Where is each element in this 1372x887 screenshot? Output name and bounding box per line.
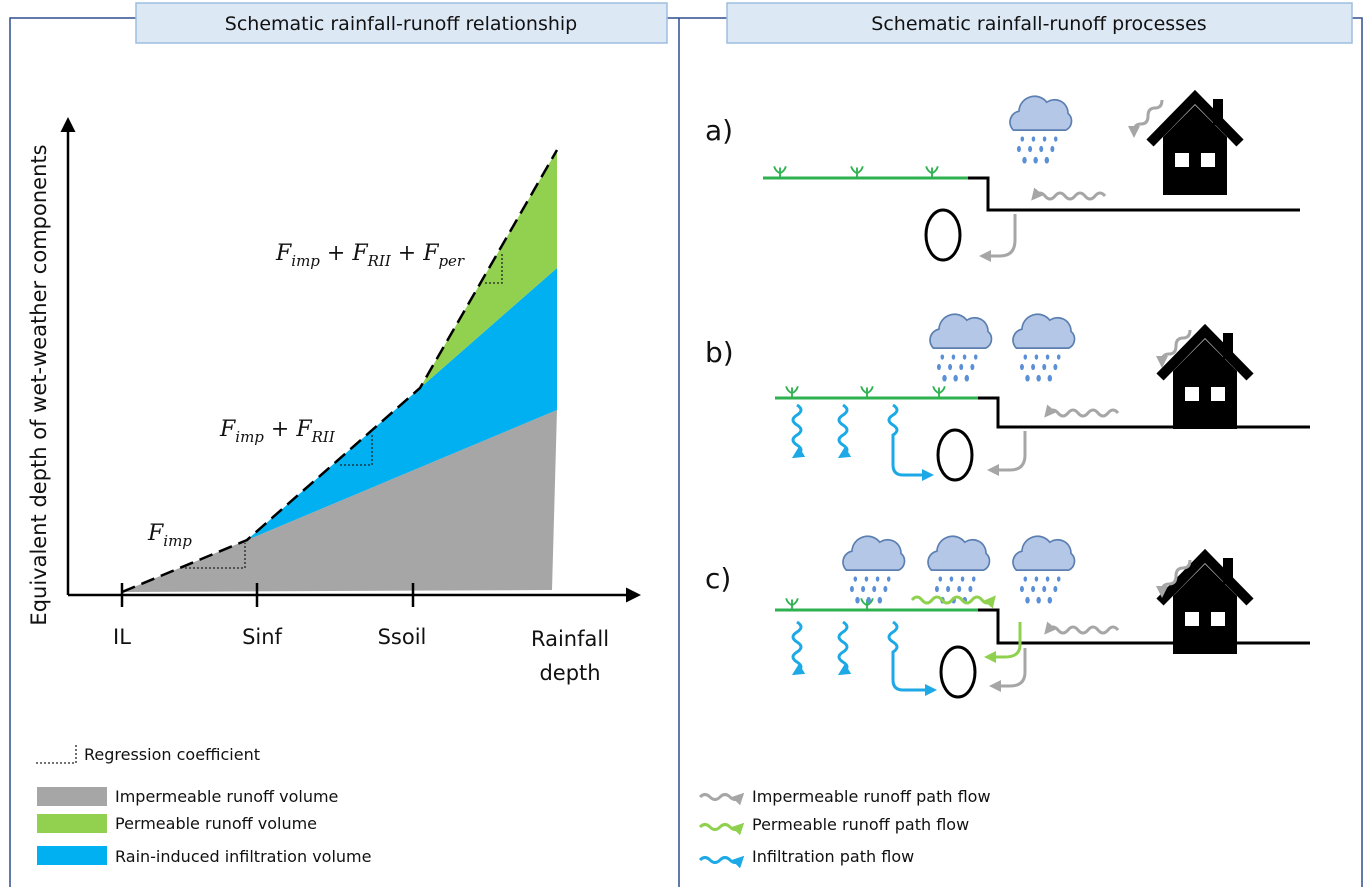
- legend-icon: [698, 792, 745, 806]
- scenario-label: c): [705, 562, 731, 595]
- x-tick-label: IL: [113, 625, 131, 649]
- symbol: F: [219, 417, 236, 442]
- legend-label: Impermeable runoff volume: [115, 787, 338, 806]
- title-box: [726, 2, 1353, 44]
- x-axis-label-box: Rainfall depth: [530, 627, 610, 685]
- subscript: imp: [235, 428, 264, 446]
- legend-swatch: [37, 814, 107, 833]
- formula: Fimp + FRII: [219, 417, 336, 448]
- legend-swatch: [37, 787, 107, 806]
- panel-title: Schematic rainfall-runoff relationship: [225, 13, 577, 35]
- legend-swatch: [37, 846, 107, 865]
- scene-b: [775, 313, 1310, 482]
- scene-a: [763, 96, 1300, 262]
- axes: [60, 117, 641, 607]
- legend-icon: [36, 743, 77, 764]
- subscript: RII: [311, 428, 336, 446]
- y-axis-label: Equivalent depth of wet-weather componen…: [27, 144, 51, 625]
- subscript: imp: [163, 532, 192, 550]
- x-axis-label: Rainfall depth: [530, 627, 610, 685]
- title-box: [135, 2, 668, 44]
- operator: +: [398, 241, 416, 266]
- legend-label: Regression coefficient: [84, 745, 260, 764]
- legend-label: Permeable runoff volume: [115, 814, 317, 833]
- subscript: imp: [291, 252, 320, 270]
- panel-title: Schematic rainfall-runoff processes: [871, 13, 1206, 35]
- subscript: RII: [367, 252, 392, 270]
- legend-label: Permeable runoff path flow: [752, 815, 969, 834]
- symbol: F: [275, 241, 292, 266]
- subscript: per: [438, 252, 464, 270]
- legend-icon: [698, 855, 745, 869]
- operator: +: [327, 241, 345, 266]
- formula: Fimp + FRII + Fper: [275, 241, 465, 272]
- panel-frames: [9, 17, 1363, 887]
- impermeable-area: [122, 410, 557, 592]
- x-tick-label: Sinf: [242, 625, 282, 649]
- scene-c: [775, 535, 1310, 699]
- regression-triangles: [185, 252, 503, 569]
- symbol: F: [147, 521, 164, 546]
- legend-label: Infiltration path flow: [752, 847, 914, 866]
- scenario-label: a): [705, 114, 733, 147]
- legend-label: Rain-induced infiltration volume: [115, 847, 371, 866]
- symbol: F: [422, 241, 439, 266]
- scenario-label: b): [705, 336, 734, 369]
- x-tick-label: Ssoil: [378, 625, 427, 649]
- symbol: F: [295, 417, 312, 442]
- legend-label: Impermeable runoff path flow: [752, 787, 991, 806]
- formula: Fimp: [147, 521, 192, 550]
- legend-icon: [698, 822, 745, 836]
- symbol: F: [351, 241, 368, 266]
- operator: +: [271, 417, 289, 442]
- dashed-envelope: [121, 149, 559, 594]
